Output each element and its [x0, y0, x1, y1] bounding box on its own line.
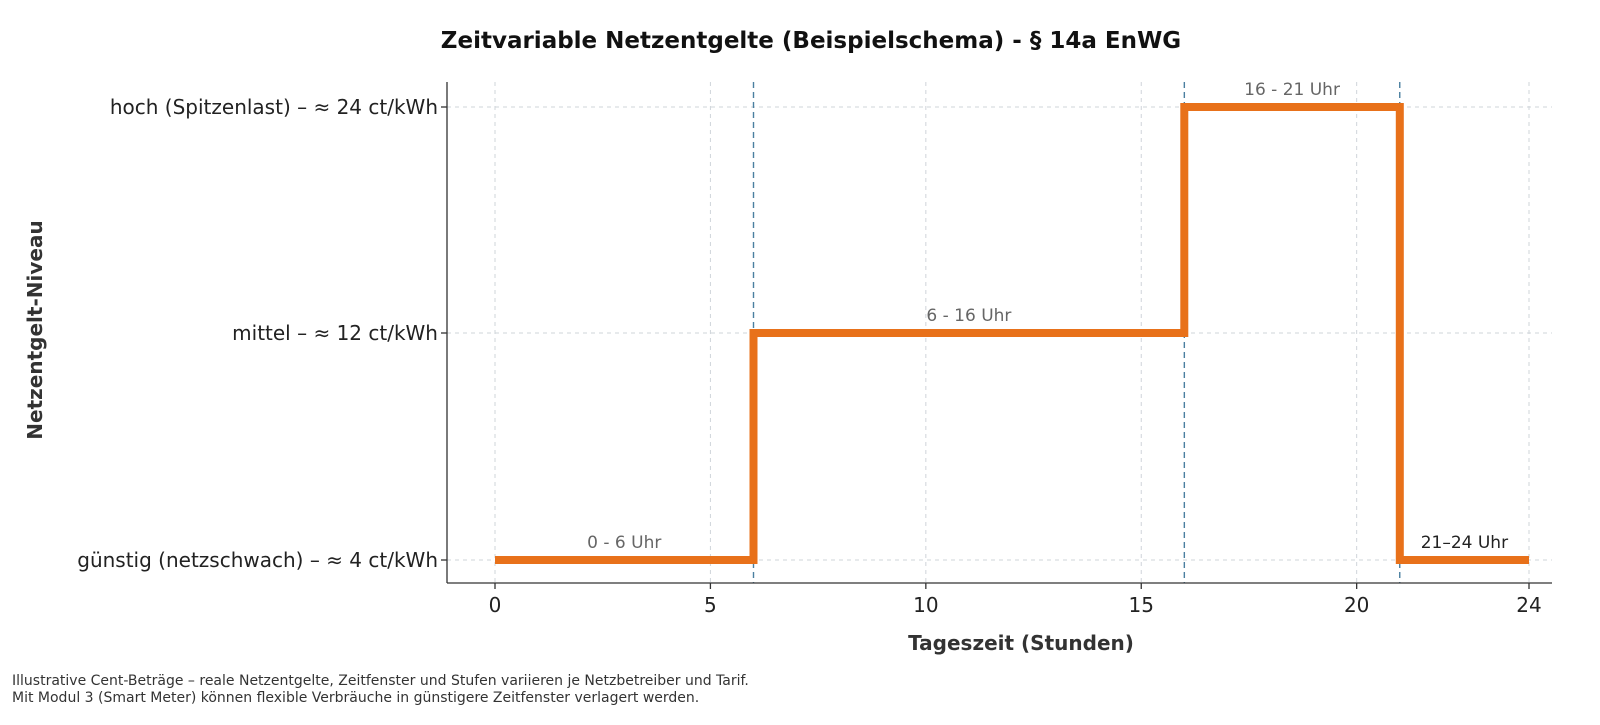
time-window-annotation: 16 - 21 Uhr	[1244, 80, 1340, 100]
x-tick-label: 5	[704, 593, 717, 617]
time-window-annotation: 0 - 6 Uhr	[587, 533, 661, 553]
step-line-series	[495, 103, 1529, 564]
annotations: 0 - 6 Uhr 6 - 16 Uhr 16 - 21 Uhr 21–24 Uhr	[587, 80, 1508, 553]
y-tick-label: mittel – ≈ 12 ct/kWh	[232, 321, 438, 345]
x-tick-label: 10	[913, 593, 938, 617]
y-tick-label: hoch (Spitzenlast) – ≈ 24 ct/kWh	[110, 95, 438, 119]
x-tick-label: 15	[1129, 593, 1154, 617]
x-axis-ticks: 0 5 10 15 20 24	[489, 583, 1542, 617]
time-window-annotation: 6 - 16 Uhr	[926, 306, 1011, 326]
x-tick-label: 20	[1344, 593, 1369, 617]
chart-title: Zeitvariable Netzentgelte (Beispielschem…	[441, 28, 1181, 54]
y-axis-ticks: günstig (netzschwach) – ≈ 4 ct/kWh mittel…	[77, 95, 447, 572]
x-axis-label: Tageszeit (Stunden)	[908, 631, 1134, 655]
y-tick-label: günstig (netzschwach) – ≈ 4 ct/kWh	[77, 548, 438, 572]
x-tick-label: 24	[1516, 593, 1541, 617]
y-axis-label: Netzentgelt-Niveau	[23, 220, 47, 439]
x-tick-label: 0	[489, 593, 502, 617]
footnote-line-1: Illustrative Cent-Beträge – reale Netzen…	[12, 673, 749, 689]
series	[495, 103, 1529, 564]
time-window-annotation: 21–24 Uhr	[1421, 533, 1508, 553]
footnote-line-2: Mit Modul 3 (Smart Meter) können flexibl…	[12, 690, 700, 706]
